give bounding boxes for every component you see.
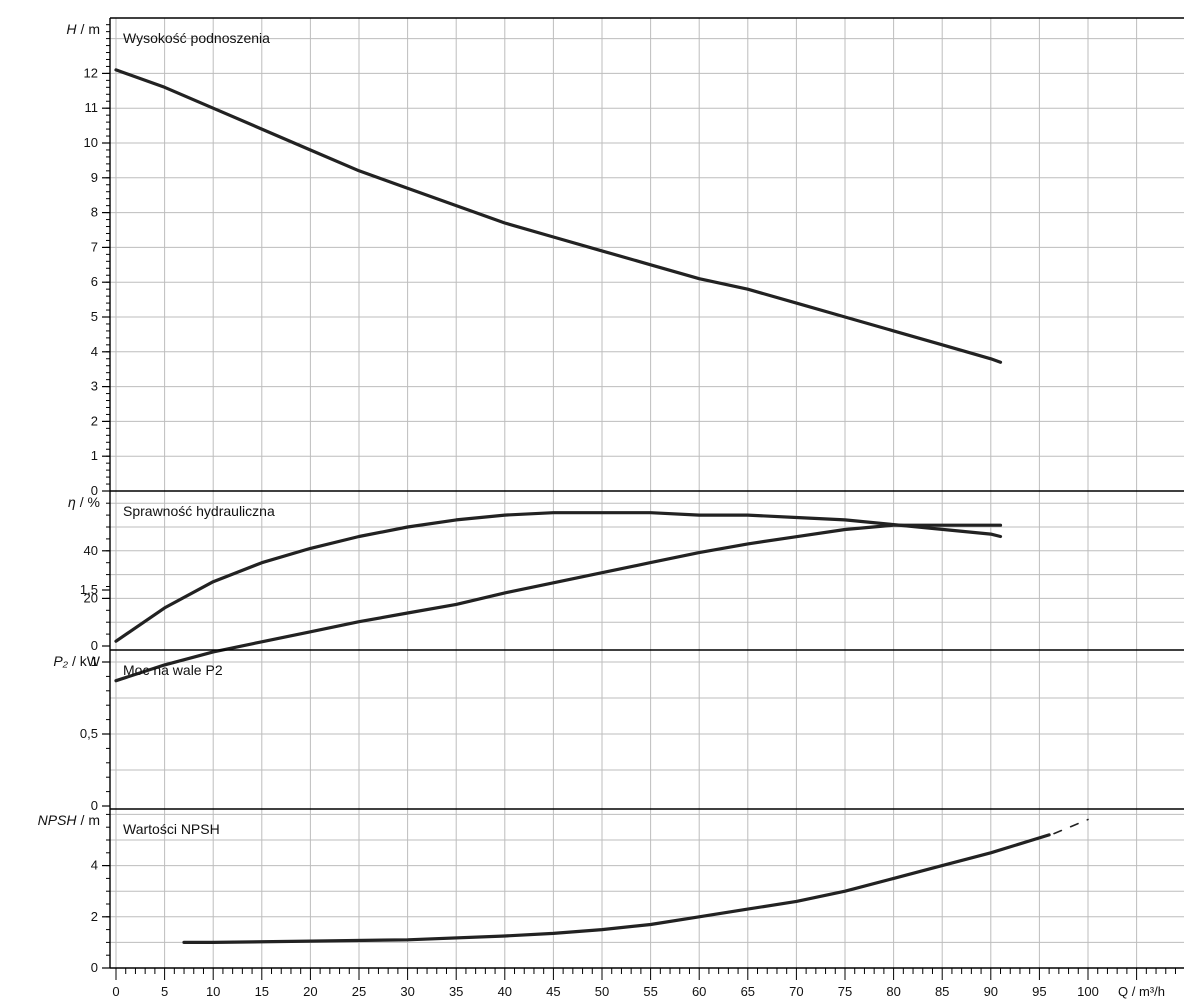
y-tick-label: 10 [84,135,98,150]
panel-title-npsh: Wartości NPSH [123,821,220,837]
x-tick-label: 15 [255,984,269,999]
y-tick-label: 11 [85,100,99,115]
x-tick-label: 0 [112,984,119,999]
y-tick-label: 0 [91,638,98,653]
x-tick-label: 70 [789,984,803,999]
y-tick-label: 0,5 [80,726,98,741]
y-tick-label: 20 [84,590,98,605]
y-tick-label: 0 [91,798,98,813]
y-tick-label: 7 [91,239,98,254]
y-axis-label: η / % [68,494,100,510]
y-tick-label: 3 [91,379,98,394]
x-tick-label: 50 [595,984,609,999]
x-tick-label: 100 [1077,984,1099,999]
y-tick-label: 9 [91,170,98,185]
x-tick-label: 10 [206,984,220,999]
curve-npsh [182,833,1051,945]
x-tick-label: 85 [935,984,949,999]
curves [114,68,1089,945]
curve-npsh-extension [1053,818,1089,835]
panel-frames [102,17,1184,980]
x-tick-label: 5 [161,984,168,999]
x-tick-label: 25 [352,984,366,999]
y-axis-variable: NPSH [38,812,78,828]
y-tick-label: 1 [91,654,98,669]
y-axis-unit: / kW [72,653,101,669]
y-tick-label: 4 [91,344,98,359]
y-tick-label: 2 [91,909,98,924]
y-tick-label: 1,5 [80,582,98,597]
x-tick-label: 95 [1032,984,1046,999]
curve-efficiency [114,511,1003,643]
x-tick-label: 35 [449,984,463,999]
y-tick-label: 1 [91,448,98,463]
x-tick-label: 75 [838,984,852,999]
y-axis-variable: P₂ [53,653,68,669]
y-axis-variable: η [68,494,76,510]
y-tick-label: 12 [84,65,98,80]
curve-power [114,523,1003,683]
x-tick-label: 40 [498,984,512,999]
y-tick-label: 2 [91,413,98,428]
y-tick-label: 6 [91,274,98,289]
x-tick-label: 45 [546,984,560,999]
y-tick-label: 5 [91,309,98,324]
y-axis-unit: / m [81,812,100,828]
panel-title-head: Wysokość podnoszenia [123,30,270,46]
y-axis-unit: / m [81,21,100,37]
y-tick-label: 4 [91,858,98,873]
y-axis-label: H / m [66,21,100,37]
y-axis-label: P₂ / kW [53,653,100,669]
panel-title-power: Moc na wale P2 [123,662,223,678]
x-tick-label: 80 [886,984,900,999]
x-tick-label: 60 [692,984,706,999]
x-axis-label: Q / m³/h [1118,984,1165,999]
x-tick-label: 20 [303,984,317,999]
x-tick-label: 55 [643,984,657,999]
x-tick-label: 90 [984,984,998,999]
x-tick-label: 65 [741,984,755,999]
y-tick-label: 40 [84,543,98,558]
y-tick-label: 8 [91,205,98,220]
y-axis-label: NPSH / m [38,812,100,828]
y-axis-variable: H [66,21,77,37]
y-tick-label: 0 [91,960,98,975]
y-tick-label: 0 [91,483,98,498]
x-tick-label: 30 [400,984,414,999]
y-axis-unit: / % [80,494,100,510]
curve-head [114,68,1003,364]
panel-title-efficiency: Sprawność hydrauliczna [123,503,275,519]
